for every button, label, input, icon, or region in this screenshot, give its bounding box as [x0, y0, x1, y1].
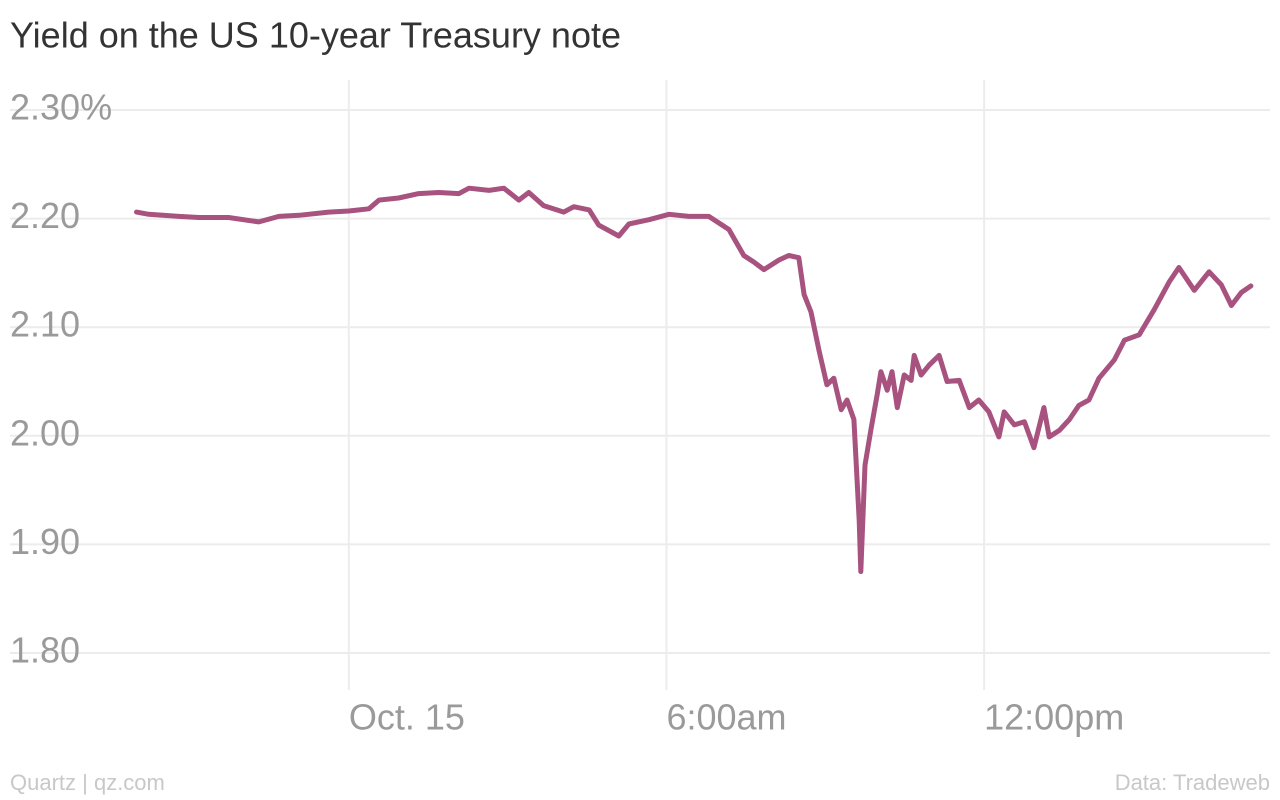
- y-tick-label: 2.20: [10, 195, 80, 236]
- source-right: Data: Tradeweb: [1115, 770, 1270, 795]
- chart-title: Yield on the US 10-year Treasury note: [10, 15, 621, 56]
- source-left: Quartz | qz.com: [10, 770, 165, 795]
- x-tick-label: 12:00pm: [984, 697, 1124, 738]
- y-tick-label: 1.80: [10, 630, 80, 671]
- y-tick-label: 2.10: [10, 304, 80, 345]
- data-line: [134, 185, 1254, 574]
- y-tick-label: 1.90: [10, 521, 80, 562]
- y-tick-label: 2.30%: [10, 87, 112, 128]
- x-tick-label: 6:00am: [666, 697, 786, 738]
- y-tick-label: 2.00: [10, 412, 80, 453]
- x-tick-label: Oct. 15: [349, 697, 465, 738]
